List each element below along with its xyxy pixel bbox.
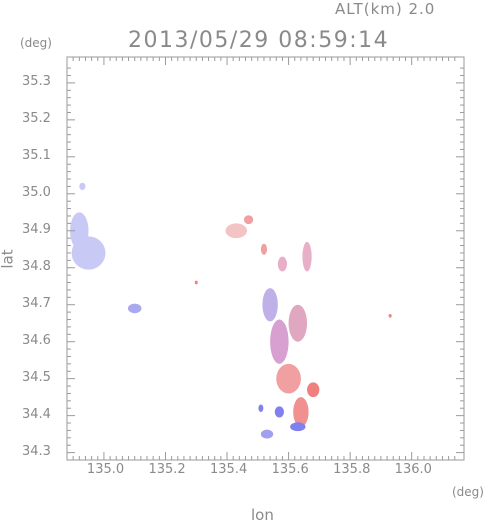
echo-region: [274, 406, 284, 418]
y-tick-label: 34.8: [22, 258, 51, 274]
echo-region: [302, 241, 312, 272]
echo-region: [79, 182, 86, 191]
echo-region: [293, 397, 309, 427]
echo-region: [70, 212, 89, 250]
y-tick-label: 34.9: [22, 221, 51, 237]
echo-region: [388, 313, 392, 318]
echo-region: [258, 404, 264, 412]
x-tick-label: 135.2: [148, 462, 186, 477]
x-axis-unit: (deg): [452, 485, 484, 499]
echo-region: [194, 280, 198, 285]
y-tick-label: 35.1: [22, 147, 51, 163]
echo-region: [225, 223, 248, 239]
x-tick-label: 135.0: [86, 462, 125, 477]
y-tick-label: 35.0: [22, 184, 51, 200]
echo-region: [277, 256, 288, 272]
echo-region: [288, 304, 308, 342]
tick-marks: [67, 57, 464, 460]
y-tick-label: 34.3: [22, 443, 51, 459]
y-tick-label: 35.3: [22, 73, 51, 89]
x-tick-label: 136.0: [394, 462, 432, 477]
x-tick-label: 135.8: [333, 462, 371, 477]
echo-region: [290, 422, 306, 432]
x-tick-label: 135.4: [210, 462, 248, 477]
altitude-label: ALT(km) 2.0: [335, 0, 436, 18]
y-tick-label: 35.2: [22, 110, 51, 126]
echo-region: [260, 429, 274, 439]
echo-region: [260, 243, 268, 255]
x-axis-title: lon: [251, 506, 274, 524]
echo-region: [243, 215, 254, 225]
y-tick-label: 34.5: [22, 369, 51, 385]
echo-layer: [70, 182, 392, 439]
timestamp: 2013/05/29 08:59:14: [128, 28, 390, 53]
y-axis-unit: (deg): [20, 36, 52, 50]
echo-region: [276, 363, 301, 394]
x-tick-label: 135.6: [271, 462, 309, 477]
echo-region: [127, 303, 142, 314]
y-tick-label: 34.6: [22, 332, 51, 348]
echo-region: [262, 288, 278, 322]
echo-region: [307, 382, 320, 398]
y-tick-label: 34.4: [22, 406, 51, 422]
echo-region: [270, 319, 289, 364]
plot-frame: [66, 56, 465, 461]
y-tick-label: 34.7: [22, 295, 51, 311]
